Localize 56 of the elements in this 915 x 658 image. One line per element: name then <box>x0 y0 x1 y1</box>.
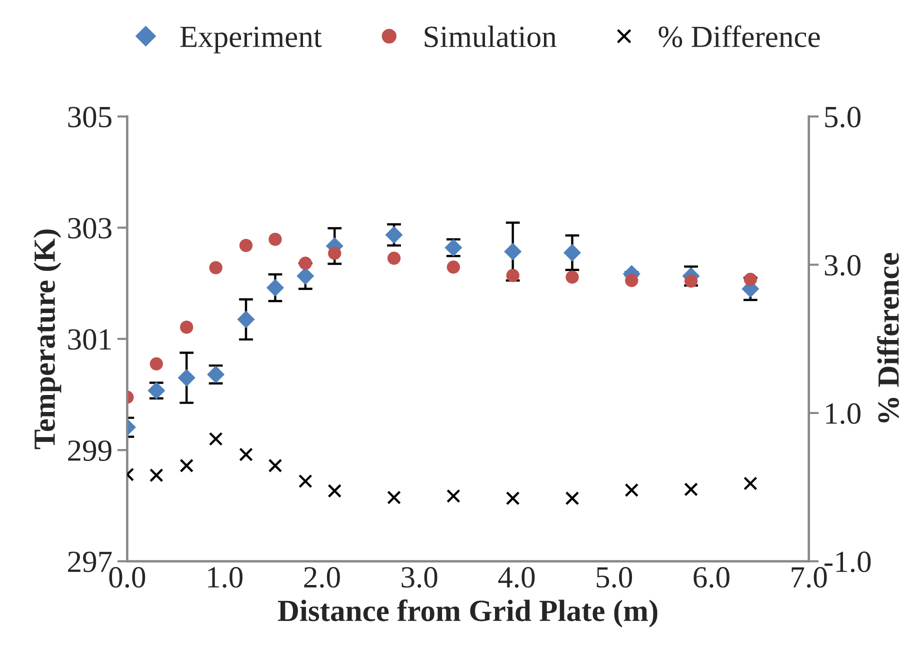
point <box>506 491 520 506</box>
point <box>180 458 194 473</box>
point <box>328 484 342 498</box>
point <box>239 238 253 252</box>
legend-label: Experiment <box>180 26 322 54</box>
point <box>744 476 758 490</box>
x-tick-label: 3.0 <box>402 567 438 588</box>
x-axis-title: Distance from Grid Plate (m) <box>278 599 658 628</box>
y2-tick-label: 1.0 <box>826 403 860 424</box>
point <box>149 468 164 482</box>
point <box>684 274 698 288</box>
point <box>150 357 163 370</box>
y-tick-label: 299 <box>68 440 112 461</box>
x-tick-label: 6.0 <box>694 567 730 588</box>
point <box>446 489 460 503</box>
point <box>208 432 223 446</box>
legend-label: % Difference <box>658 25 820 48</box>
x-tick-label: 7.0 <box>792 567 827 588</box>
point <box>328 246 342 260</box>
point <box>504 242 522 260</box>
x-tick-label: 2.0 <box>304 567 340 588</box>
y-tick-label: 301 <box>68 329 111 350</box>
x-tick-label: 4.0 <box>498 567 535 588</box>
point <box>565 491 580 506</box>
point <box>209 261 222 274</box>
point <box>446 260 460 274</box>
point <box>298 474 312 488</box>
y-axis-title: Temperature (K) <box>34 229 62 450</box>
point <box>298 256 312 270</box>
x-tick-label: 1.0 <box>208 567 242 588</box>
point <box>387 252 401 265</box>
y2-tick-label: -1.0 <box>824 552 871 572</box>
y-tick-label: 303 <box>68 218 112 239</box>
point <box>237 310 255 328</box>
x-tick-label: 5.0 <box>596 567 632 588</box>
y2-axis-title: % Difference <box>877 252 899 422</box>
point <box>178 369 196 387</box>
y-tick-label: 305 <box>68 106 112 128</box>
legend-label: Simulation <box>424 26 556 48</box>
point <box>625 274 638 288</box>
point <box>296 267 314 285</box>
point <box>624 483 639 498</box>
point <box>268 458 282 473</box>
point <box>387 490 401 504</box>
point <box>684 482 698 496</box>
point <box>239 448 253 462</box>
y2-tick-label: 3.0 <box>824 255 860 276</box>
y2-tick-label: 5.0 <box>825 106 860 128</box>
point <box>566 270 579 284</box>
point <box>180 320 194 334</box>
point <box>385 226 403 244</box>
point <box>506 268 520 282</box>
point <box>563 244 582 262</box>
point <box>744 272 758 286</box>
point <box>268 232 282 246</box>
point <box>266 278 284 296</box>
